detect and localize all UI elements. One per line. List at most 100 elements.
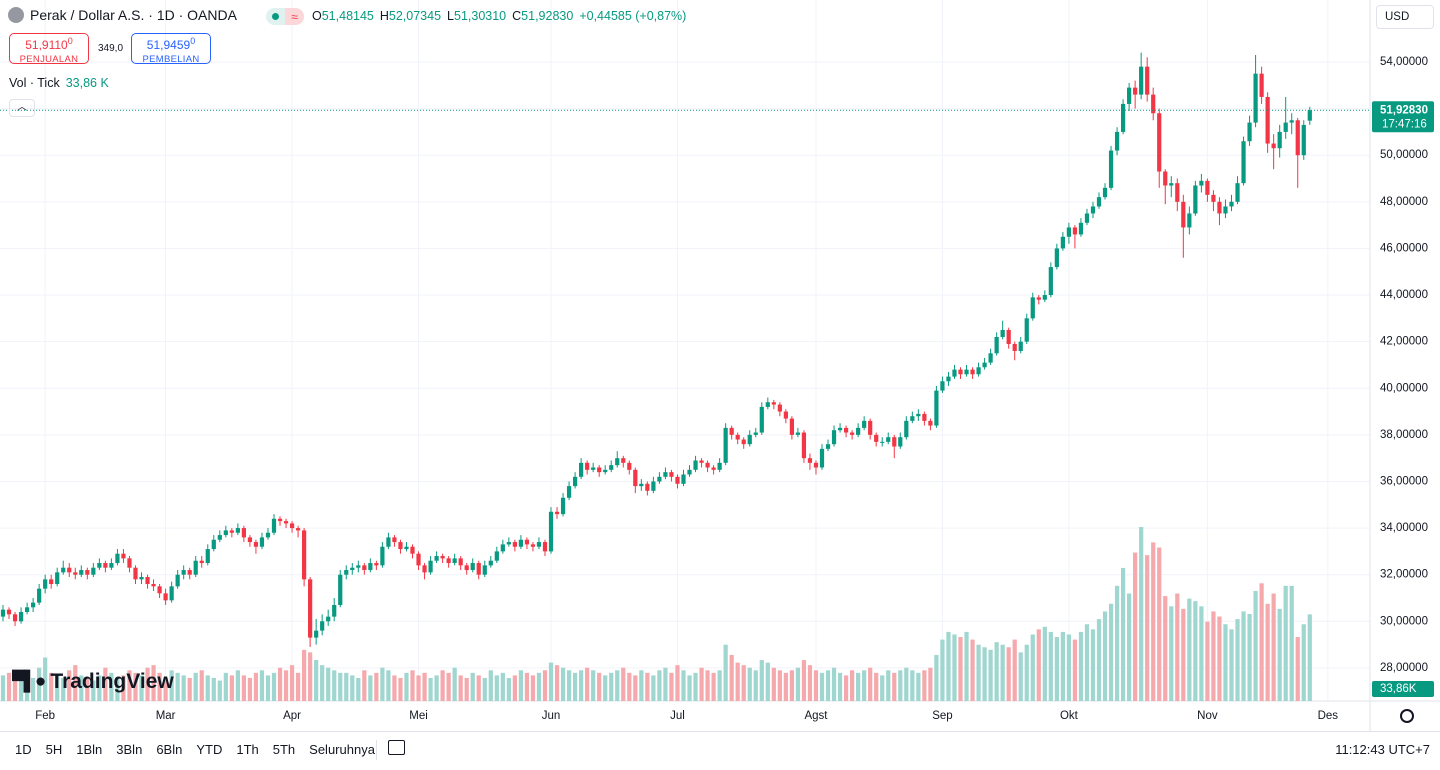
volume-bar [1205,621,1210,701]
volume-bar [597,672,602,701]
period-button[interactable]: Seluruhnya [309,742,375,757]
volume-bar [1024,644,1029,701]
candle-body [368,563,373,571]
candle-body [217,535,222,540]
volume-bar [512,675,517,701]
candle-body [711,467,716,470]
volume-bar [699,667,704,701]
volume-bar [1169,606,1174,701]
volume-bar [1253,590,1258,701]
collapse-button[interactable]: ︿ [9,99,35,117]
clock[interactable]: 11:12:43 UTC+7 [1335,742,1430,757]
period-button[interactable]: 1Th [236,742,259,757]
volume-bar [1145,555,1150,701]
volume-bar [1271,593,1276,701]
volume-bar [1127,593,1132,701]
candle-body [1139,66,1144,95]
candle-body [440,556,445,559]
volume-bar [585,667,590,701]
candle-body [663,472,668,477]
candle-body [18,611,24,622]
candle-body [735,434,740,440]
candle-body [320,621,325,631]
candle-body [37,588,42,603]
volume-bar [856,672,861,701]
candle-body [476,563,481,575]
volume-bar [187,677,192,701]
candle-body [1193,185,1198,214]
volume-bar [271,672,277,701]
candle-body [681,474,686,484]
period-button[interactable]: 6Bln [156,742,183,757]
volume-bar [579,670,584,701]
volume-bar [332,670,337,701]
volume-bar [506,677,511,701]
volume-bar [1060,631,1065,701]
volume-bar [157,672,162,701]
settings-icon[interactable] [1400,709,1414,723]
volume-name: Vol · Tick [9,76,60,90]
y-tick-label: 32,00000 [1380,569,1428,581]
y-tick-label: 38,00000 [1380,429,1428,441]
candle-body [127,558,132,568]
period-button[interactable]: 5H [45,742,63,757]
volume-bar [6,672,12,701]
volume-bar [771,667,776,701]
currency-button[interactable]: USD [1376,5,1434,29]
volume-bar [440,670,445,701]
volume-bar [18,670,24,701]
candle-body [542,542,548,552]
candle-body [259,537,265,547]
candle-body [518,539,524,547]
sell-button[interactable]: 51,91100 PENJUALAN [9,33,89,65]
volume-bar [1229,629,1234,701]
candle-body [831,430,837,445]
volume-bar [109,672,114,701]
volume-bar [253,672,259,701]
ohlc-key: O [312,9,322,23]
candle-body [271,518,277,533]
candle-body [265,532,271,538]
candle-body [1090,206,1096,214]
candle-body [1241,141,1246,184]
volume-bar [880,675,885,701]
candle-body [344,570,349,575]
volume-bar [1096,619,1102,701]
buy-button[interactable]: 51,94590 PEMBELIAN [131,33,211,65]
candle-body [1283,122,1288,132]
candle-body [302,530,307,580]
candle-body [976,367,981,375]
candle-body [982,362,987,368]
volume-bar [464,677,469,701]
candle-body [1295,120,1300,156]
ohlc-key: C [512,9,522,23]
period-button[interactable]: 1Bln [76,742,103,757]
candle-body [591,467,596,470]
volume-bar [729,654,734,701]
volume-bar [1012,639,1017,701]
candle-body [807,458,813,463]
period-button[interactable]: 3Bln [116,742,143,757]
candle-body [916,413,921,417]
volume-bar [1133,552,1138,701]
date-range-icon[interactable] [388,740,405,755]
period-button[interactable]: 1D [15,742,32,757]
volume-bar [964,631,969,701]
candle-body [783,411,788,419]
candle-body [1127,87,1132,104]
candle-body [880,441,885,443]
candle-body [524,539,530,545]
volume-bar [79,675,84,701]
volume-bar [886,670,891,701]
buy-label: PEMBELIAN [142,54,200,65]
period-button[interactable]: YTD [196,742,223,757]
volume-bar [669,672,674,701]
volume-bar [627,672,632,701]
y-tick-label: 48,00000 [1380,196,1428,208]
volume-bar [211,677,216,701]
symbol-title[interactable]: Perak / Dollar A.S. · 1D · OANDA [8,7,237,23]
volume-bar [223,672,228,701]
period-button[interactable]: 5Th [272,742,296,757]
volume-label: 33,86K [1380,683,1417,695]
candle-body [603,469,608,473]
